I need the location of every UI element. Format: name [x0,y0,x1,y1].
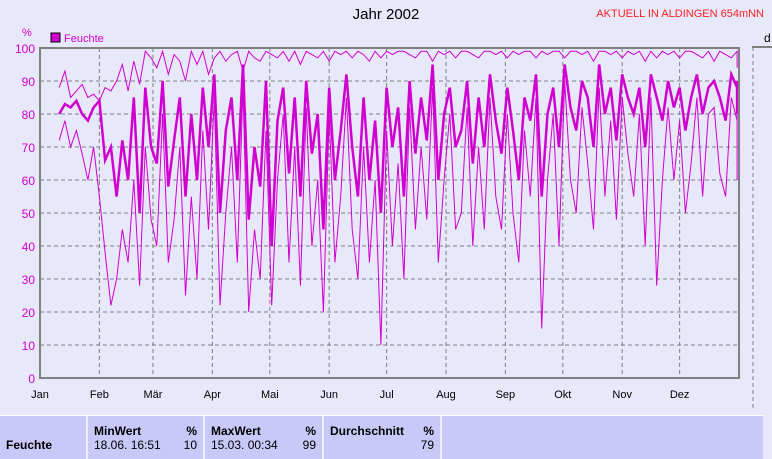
y-tick-label: 70 [22,141,36,155]
series-line-max [58,49,738,102]
x-tick-label: Nov [612,389,632,401]
legend-label: Feuchte [64,33,104,45]
location-link[interactable]: AKTUELL IN ALDINGEN 654mNN [596,8,764,20]
x-tick-label: Apr [204,389,221,401]
series-line-min [58,80,738,346]
y-tick-label: 10 [22,339,36,353]
x-tick-label: Okt [554,389,571,401]
x-tick-label: Dez [670,389,690,401]
x-tick-label: Mär [144,389,163,401]
max-value: 99 [302,438,316,452]
min-unit: % [186,424,197,438]
avg-header: Durchschnitt [330,424,405,438]
min-date: 18.06. 16:51 [94,438,161,452]
y-tick-label: 80 [22,108,36,122]
plot-frame [39,47,740,379]
y-tick-label: 50 [22,207,36,221]
humidity-chart: 0 10 20 30 40 50 60 70 80 90 100 Jan Feb Mär Apr Mai Jun… [15,27,772,410]
y-tick-label: 60 [22,174,36,188]
chart-title: Jahr 2002 [352,6,420,23]
next-chart-label: d [764,31,771,45]
avg-value: 79 [420,438,434,452]
y-axis-label: % [22,27,32,39]
x-tick-label: Jul [380,389,394,401]
max-unit: % [305,424,316,438]
row-label: Feuchte [6,438,53,452]
min-value: 10 [183,438,197,452]
series-line-mittel [58,64,739,247]
y-tick-label: 90 [22,75,36,89]
x-tick-label: Aug [436,389,456,401]
x-tick-label: Mai [261,389,279,401]
y-tick-label: 40 [22,240,36,254]
max-date: 15.03. 00:34 [211,438,278,452]
y-tick-label: 0 [28,372,35,386]
max-header: MaxWert [211,424,261,438]
y-tick-label: 100 [15,42,35,56]
x-tick-label: Jan [31,389,49,401]
min-header: MinWert [94,424,142,438]
avg-unit: % [423,424,434,438]
y-tick-label: 20 [22,306,36,320]
legend-swatch [50,32,61,43]
x-tick-label: Jun [320,389,338,401]
x-tick-label: Sep [496,389,516,401]
y-tick-label: 30 [22,273,36,287]
x-tick-label: Feb [90,389,109,401]
stats-table: Feuchte MinWert % 18.06. 16:51 10 MaxWer… [0,415,763,459]
